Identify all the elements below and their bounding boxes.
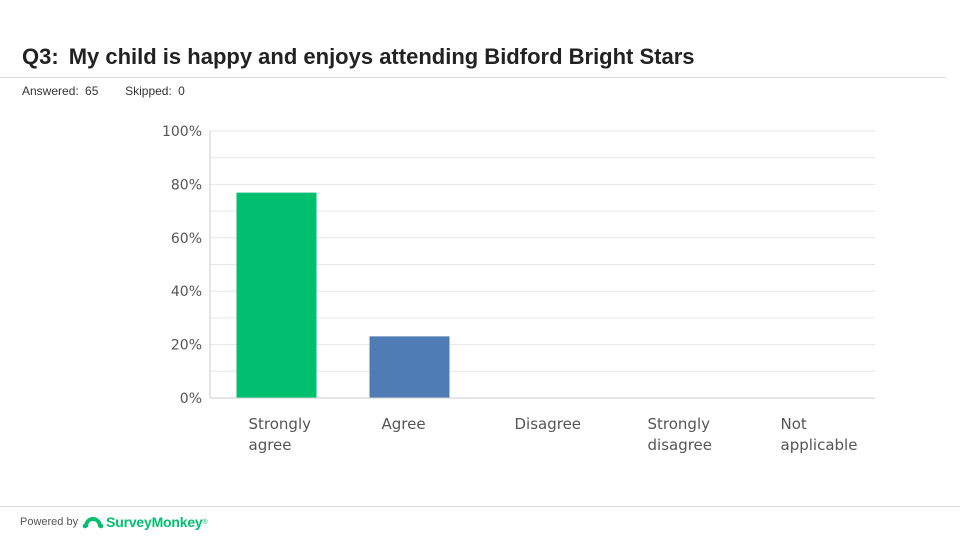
powered-by-text: Powered by <box>20 516 79 528</box>
bar-1 <box>369 336 450 398</box>
x-category-label: Strongly agree <box>249 415 312 454</box>
x-category-label: Strongly disagree <box>648 415 713 454</box>
x-category-label: Agree <box>382 415 426 433</box>
y-tick-label: 0% <box>180 391 202 407</box>
y-tick-label: 100% <box>162 124 202 140</box>
x-category-label-line: applicable <box>781 436 858 454</box>
y-tick-label: 40% <box>171 284 202 300</box>
x-category-label-line: Agree <box>382 415 426 433</box>
x-category-label: Disagree <box>515 415 582 433</box>
bar-chart: 0% 20% 40% 60% 80% 100% Strongly agree Agree Disa… <box>162 124 875 454</box>
answered-count: 65 <box>85 84 99 98</box>
skipped-count: 0 <box>178 84 185 98</box>
y-tick-label: 20% <box>171 338 202 354</box>
question-text: My child is happy and enjoys attending B… <box>68 44 695 69</box>
bar-0 <box>236 192 317 398</box>
x-category-label: Not applicable <box>781 415 858 454</box>
skipped-label: Skipped: <box>125 84 172 98</box>
y-tick-label: 80% <box>171 177 202 193</box>
surveymonkey-brand: SurveyMonkey <box>106 514 203 530</box>
x-category-label-line: Strongly <box>648 415 711 433</box>
surveymonkey-logo-icon <box>82 517 104 529</box>
x-category-label-line: Not <box>781 415 807 433</box>
footer: Powered by SurveyMonkey ® <box>20 514 208 530</box>
footer-divider <box>0 506 960 507</box>
x-category-label-line: Disagree <box>515 415 582 433</box>
question-heading: Q3: My child is happy and enjoys attendin… <box>22 44 946 70</box>
trademark-symbol: ® <box>202 518 208 526</box>
response-stats: Answered: 65 Skipped: 0 <box>22 84 188 98</box>
header-divider <box>0 77 946 78</box>
answered-label: Answered: <box>22 84 79 98</box>
x-category-label-line: disagree <box>648 436 713 454</box>
y-tick-label: 60% <box>171 231 202 247</box>
question-number: Q3: <box>22 44 59 69</box>
x-category-label-line: agree <box>249 436 292 454</box>
x-category-label-line: Strongly <box>249 415 312 433</box>
